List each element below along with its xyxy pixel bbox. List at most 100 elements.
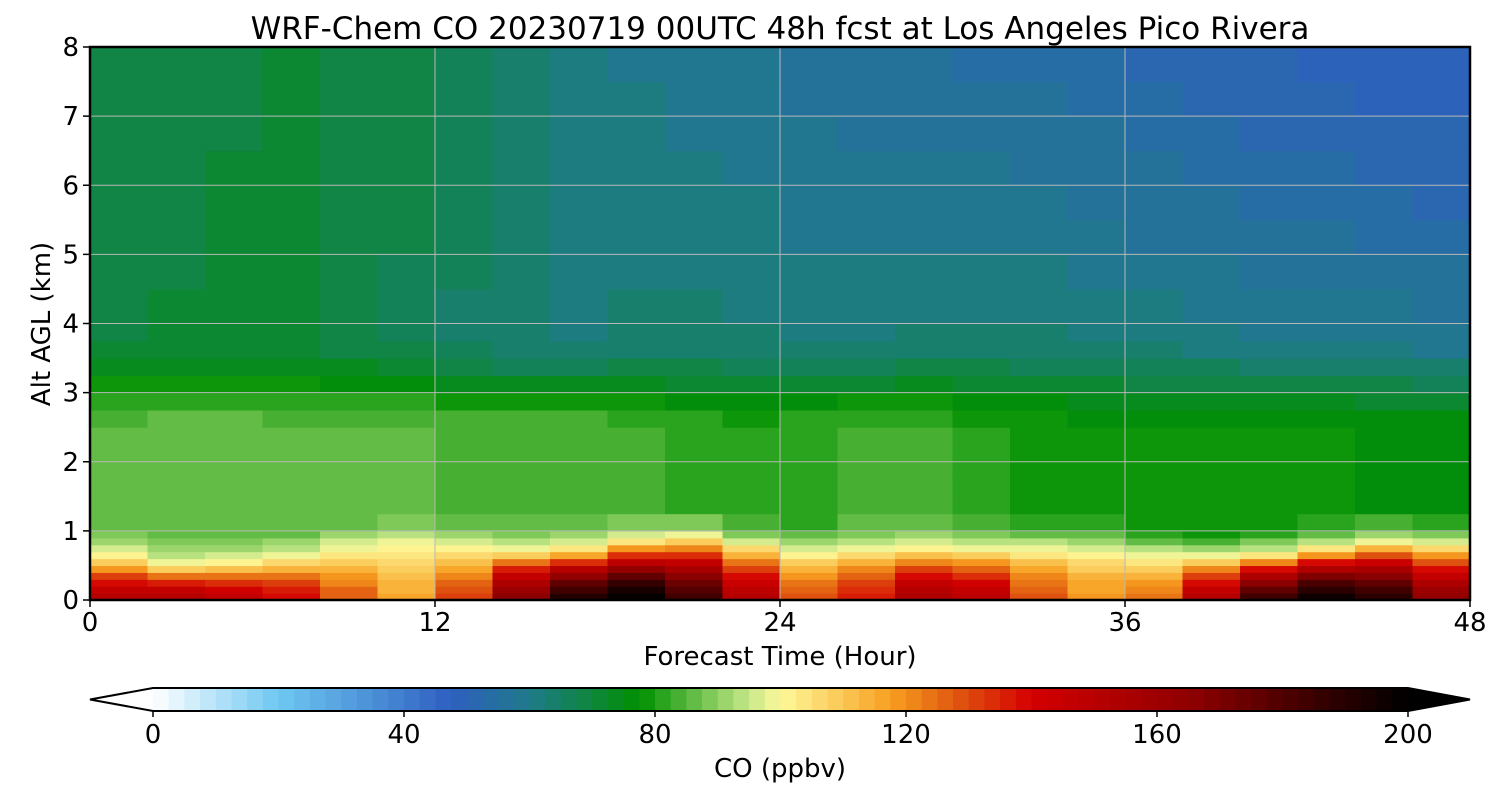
contour-cell (1182, 558, 1241, 567)
contour-cell (492, 392, 551, 411)
contour-cell (550, 358, 609, 376)
contour-cell (377, 593, 436, 601)
contour-cell (1125, 323, 1184, 342)
contour-cell (1297, 340, 1356, 359)
contour-cell (607, 586, 666, 594)
contour-cell (1297, 288, 1356, 325)
contour-cell (262, 593, 321, 601)
contour-cell (147, 409, 206, 428)
contour-cell (262, 340, 321, 359)
contour-cell (90, 427, 149, 446)
contour-cell (665, 444, 724, 463)
contour-cell (1240, 496, 1299, 515)
contour-cell (952, 593, 1011, 601)
contour-cell (1182, 254, 1241, 290)
contour-cell (1297, 116, 1356, 152)
contour-cell (1067, 572, 1126, 580)
contour-cell (1010, 572, 1069, 580)
contour-cell (780, 586, 839, 594)
contour-cell (837, 444, 896, 463)
y-tick-label: 1 (62, 517, 79, 547)
contour-cell (1125, 537, 1184, 546)
contour-cell (952, 340, 1011, 359)
contour-cell (1240, 358, 1299, 376)
contour-cell (90, 116, 149, 152)
contour-cell (952, 392, 1011, 411)
contour-cell (1182, 579, 1241, 587)
colorbar-swatch (1078, 688, 1095, 711)
contour-cell (205, 496, 264, 515)
contour-cell (147, 427, 206, 446)
contour-cell (952, 47, 1011, 83)
colorbar-tick-label: 120 (881, 720, 931, 750)
colorbar-swatch (325, 688, 342, 711)
contour-cell (1355, 586, 1414, 594)
contour-cell (665, 579, 724, 587)
contour-cell (1355, 513, 1414, 532)
contour-cell (1067, 288, 1126, 325)
contour-cell (1010, 47, 1069, 83)
contour-cell (1182, 586, 1241, 594)
contour-cell (205, 558, 264, 567)
contour-cell (550, 579, 609, 587)
contour-cell (1240, 461, 1299, 480)
contour-cell (837, 551, 896, 560)
contour-cell (550, 461, 609, 480)
contour-cell (952, 375, 1011, 394)
contour-cell (492, 185, 551, 221)
contour-cell (1067, 81, 1126, 117)
contour-cell (1067, 544, 1126, 553)
x-axis-label: Forecast Time (Hour) (643, 642, 916, 672)
contour-cell (1412, 551, 1471, 560)
contour-cell (607, 579, 666, 587)
contour-cell (837, 479, 896, 497)
contour-cell (1182, 323, 1241, 342)
contour-cell (435, 288, 494, 325)
contour-cell (262, 358, 321, 376)
contour-cell (1240, 81, 1299, 117)
contour-cell (90, 565, 149, 573)
contour-cell (377, 586, 436, 594)
contour-cell (550, 47, 609, 83)
contour-cell (1240, 340, 1299, 359)
contour-cell (722, 323, 781, 342)
contour-cell (1182, 358, 1241, 376)
contour-cell (1010, 530, 1069, 539)
contour-cell (492, 461, 551, 480)
contour-cell (1355, 496, 1414, 515)
contour-cell (262, 572, 321, 580)
colorbar-swatch (780, 688, 797, 711)
contour-cell (147, 444, 206, 463)
contour-cell (550, 427, 609, 446)
contour-cell (1297, 530, 1356, 539)
contour-cell (1125, 47, 1184, 83)
contour-cell (320, 116, 379, 152)
contour-cell (895, 288, 954, 325)
contour-cell (1067, 593, 1126, 601)
contour-cell (1297, 586, 1356, 594)
contour-cell (837, 558, 896, 567)
contour-cell (90, 219, 149, 255)
contour-cell (205, 537, 264, 546)
contour-cell (1355, 323, 1414, 342)
contour-cell (837, 572, 896, 580)
contour-cell (952, 323, 1011, 342)
contour-cell (1182, 479, 1241, 497)
contour-cell (1297, 219, 1356, 255)
contour-cell (1412, 81, 1471, 117)
x-tick-label: 24 (763, 608, 796, 638)
contour-cell (435, 537, 494, 546)
contour-cell (1355, 254, 1414, 290)
colorbar-swatch (231, 688, 248, 711)
x-tick-label: 36 (1108, 608, 1141, 638)
contour-cell (1125, 185, 1184, 221)
contour-cell (780, 254, 839, 290)
contour-cell (665, 150, 724, 186)
contour-cell (377, 513, 436, 532)
contour-cell (837, 579, 896, 587)
contour-cell (1412, 593, 1471, 601)
contour-cell (1240, 427, 1299, 446)
colorbar-swatch (513, 688, 530, 711)
contour-cell (435, 340, 494, 359)
contour-cell (780, 579, 839, 587)
